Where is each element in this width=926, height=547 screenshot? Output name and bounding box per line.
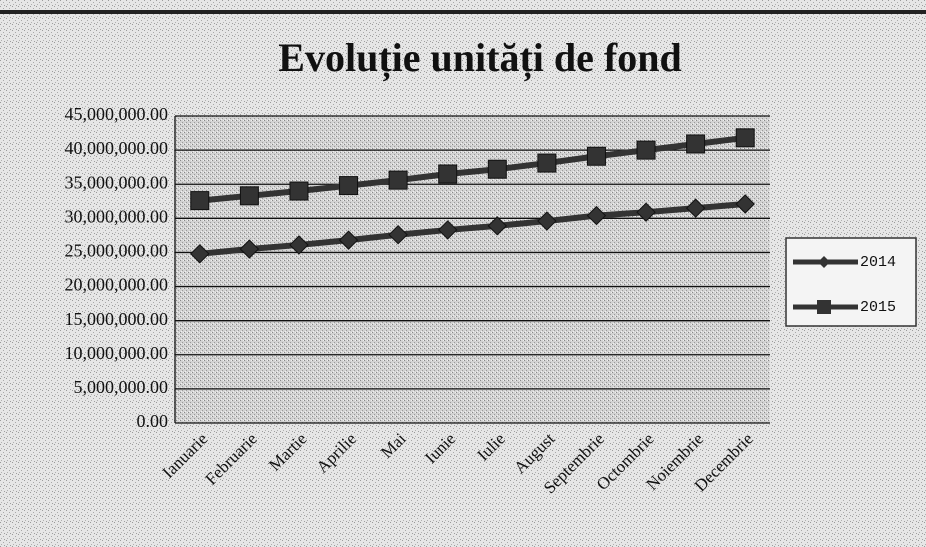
data-point (339, 176, 359, 196)
data-point (239, 239, 260, 259)
data-point (438, 220, 458, 240)
data-point (735, 128, 755, 148)
data-point (438, 164, 458, 184)
data-point (537, 211, 557, 231)
data-point (289, 181, 309, 201)
y-tick-label: 45,000,000.00 (65, 104, 169, 124)
y-tick-label: 15,000,000.00 (65, 309, 169, 329)
legend-marker (818, 256, 830, 268)
legend-marker (817, 300, 831, 314)
y-tick-label: 10,000,000.00 (65, 343, 169, 363)
data-point (388, 170, 408, 190)
chart-top-border (0, 10, 926, 14)
y-tick-label: 35,000,000.00 (65, 172, 169, 192)
data-point (190, 244, 210, 264)
y-tick-label: 20,000,000.00 (65, 275, 169, 295)
y-tick-label: 0.00 (137, 411, 169, 431)
data-point (636, 140, 656, 160)
legend-box (785, 237, 917, 327)
y-tick-label: 30,000,000.00 (65, 206, 169, 226)
data-point (586, 205, 607, 226)
data-point (239, 186, 259, 206)
data-point (487, 216, 507, 236)
data-point (685, 198, 706, 218)
y-tick-label: 25,000,000.00 (65, 241, 169, 261)
plot-area (175, 116, 770, 423)
data-point (636, 202, 656, 222)
data-point (686, 134, 706, 154)
data-point (735, 194, 755, 214)
data-point (190, 191, 210, 211)
chart-title: Evoluție unități de fond (278, 35, 681, 81)
y-tick-label: 5,000,000.00 (74, 377, 169, 397)
legend-label: 2014 (860, 254, 896, 271)
data-point (537, 153, 557, 173)
data-point (388, 224, 408, 245)
legend-label: 2015 (860, 299, 896, 316)
data-point (586, 146, 606, 166)
data-point (338, 230, 359, 250)
data-point (487, 159, 507, 179)
data-point (289, 235, 309, 255)
y-tick-label: 40,000,000.00 (65, 138, 169, 158)
